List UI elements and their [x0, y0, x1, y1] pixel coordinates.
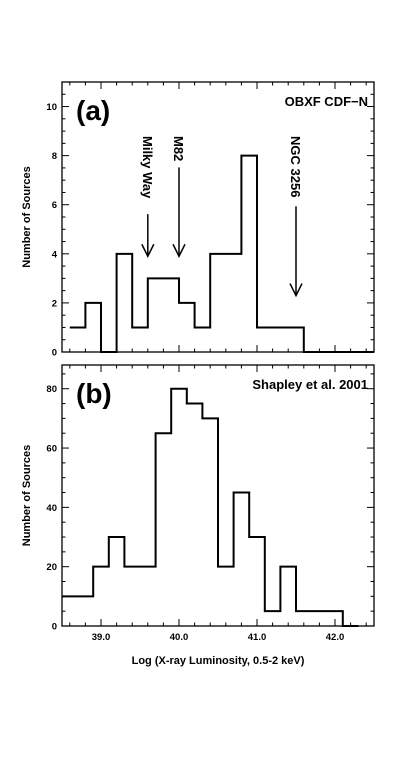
y-tick-label: 60: [46, 444, 57, 455]
x-tick-label: 41.0: [248, 632, 267, 643]
panel-a-histogram-line: [69, 154, 374, 353]
annotation-1: Milky Way: [140, 136, 155, 258]
annotation-arrowhead: [141, 243, 155, 258]
annotation-3: NGC 3256: [288, 136, 303, 298]
annotation-label: NGC 3256: [288, 136, 303, 197]
annotation-label: Milky Way: [140, 136, 155, 199]
panel-a-label: (a): [76, 95, 110, 126]
panel-b-ticks: 0 20 40 60 80 39.0 40.0 41.0 42.0: [46, 365, 374, 643]
y-tick-label: 0: [52, 622, 57, 633]
y-tick-label: 2: [52, 298, 57, 309]
panel-a: 0 2 4 6 8 10 Milky Way M82 NGC 3256 (a) OBXF CD…: [21, 81, 375, 359]
panel-b-frame: [61, 364, 375, 627]
panel-a-y-axis-label: Number of Sources: [21, 166, 33, 267]
annotation-label: M82: [171, 136, 186, 161]
y-tick-label: 20: [46, 562, 57, 573]
x-tick-label: 42.0: [326, 632, 345, 643]
panel-b-histogram-line: [62, 387, 359, 627]
panel-b-label: (b): [76, 378, 112, 409]
panel-b: 0 20 40 60 80 39.0 40.0 41.0 42.0 (b) Shapley et…: [21, 364, 375, 667]
y-tick-label: 6: [52, 200, 57, 211]
x-axis-label: Log (X-ray Luminosity, 0.5-2 keV): [132, 655, 305, 667]
panel-b-y-axis-label: Number of Sources: [21, 445, 33, 546]
y-tick-label: 80: [46, 384, 57, 395]
panel-a-title: OBXF CDF−N: [285, 94, 368, 109]
y-tick-label: 4: [52, 249, 58, 260]
x-tick-label: 40.0: [170, 632, 189, 643]
y-tick-label: 10: [46, 102, 57, 113]
annotation-arrowhead: [172, 243, 186, 258]
y-tick-label: 40: [46, 503, 57, 514]
x-tick-label: 39.0: [92, 632, 111, 643]
panel-a-ticks: 0 2 4 6 8 10: [46, 81, 374, 359]
y-tick-label: 0: [52, 348, 57, 359]
annotation-2: M82: [171, 136, 186, 258]
y-tick-label: 8: [52, 151, 57, 162]
panel-a-annotations: Milky Way M82 NGC 3256: [140, 136, 303, 298]
annotation-arrowhead: [289, 283, 303, 298]
panel-b-title: Shapley et al. 2001: [252, 377, 368, 392]
